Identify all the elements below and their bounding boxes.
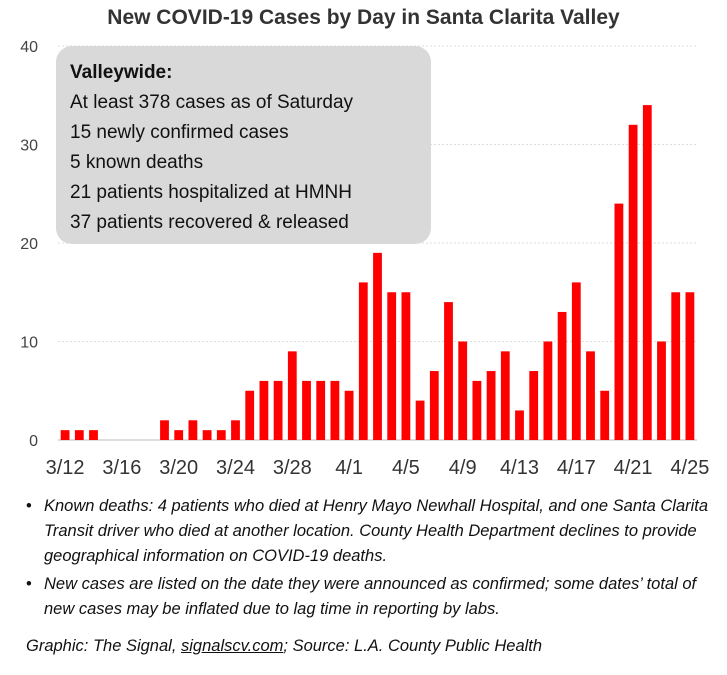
bar-4-10 <box>472 380 482 440</box>
y-tick-label: 0 <box>29 433 38 450</box>
bar-3-20 <box>174 430 184 440</box>
bar-4-21 <box>628 124 638 441</box>
x-tick-label: 3/16 <box>102 457 141 479</box>
signal-link[interactable]: signalscv.com <box>181 637 284 655</box>
chart-title: New COVID-19 Cases by Day in Santa Clari… <box>107 6 620 29</box>
bar-4-22 <box>642 105 652 440</box>
bar-3-12 <box>60 430 70 440</box>
bar-4-19 <box>600 390 610 440</box>
x-tick-label: 4/21 <box>614 457 653 479</box>
credit-prefix: Graphic: The Signal, <box>26 637 181 655</box>
bar-3-24 <box>231 420 240 440</box>
x-tick-label: 3/28 <box>273 457 312 479</box>
bars <box>60 105 695 441</box>
summary-line: At least 378 cases as of Saturday <box>70 92 354 113</box>
bar-3-26 <box>259 380 269 440</box>
x-tick-label: 4/9 <box>449 457 477 479</box>
summary-box: Valleywide: At least 378 cases as of Sat… <box>56 46 431 244</box>
bar-3-30 <box>316 380 326 440</box>
footnote: Known deaths: 4 patients who died at Hen… <box>26 494 716 569</box>
x-tick-label: 3/24 <box>216 457 255 479</box>
bar-3-29 <box>302 380 311 440</box>
bar-4-23 <box>657 341 666 440</box>
x-axis-ticks: 3/12 3/16 3/20 3/24 3/28 4/1 4/5 4/9 4/13 4/17 4/2… <box>46 457 710 479</box>
bar-4-9 <box>458 341 468 440</box>
x-tick-label: 4/25 <box>670 457 709 479</box>
x-tick-label: 4/5 <box>392 457 420 479</box>
y-tick-label: 30 <box>20 138 38 155</box>
source-credit: Graphic: The Signal, signalscv.com; Sour… <box>26 637 542 656</box>
bar-3-27 <box>273 380 283 440</box>
bar-3-14 <box>89 430 98 440</box>
bar-4-18 <box>586 351 595 440</box>
bar-4-1 <box>344 390 354 440</box>
bar-4-4 <box>387 292 397 440</box>
footnote: New cases are listed on the date they we… <box>26 572 716 622</box>
bar-3-22 <box>202 430 212 440</box>
bar-3-28 <box>287 351 297 440</box>
bar-4-13 <box>515 410 524 440</box>
bar-4-6 <box>415 400 425 440</box>
x-tick-label: 4/17 <box>557 457 596 479</box>
bar-4-8 <box>444 302 453 440</box>
bar-4-14 <box>529 371 539 440</box>
credit-suffix: ; Source: L.A. County Public Health <box>283 637 543 655</box>
summary-line: 15 newly confirmed cases <box>70 122 289 143</box>
bar-4-17 <box>571 282 581 440</box>
bar-4-24 <box>671 292 681 440</box>
bar-4-16 <box>557 311 567 440</box>
y-axis-ticks: 0 10 20 30 40 <box>20 39 38 450</box>
summary-line: 5 known deaths <box>70 152 204 173</box>
summary-line: 37 patients recovered & released <box>70 212 349 233</box>
bar-3-23 <box>216 430 226 440</box>
x-tick-label: 3/12 <box>46 457 85 479</box>
bar-4-5 <box>401 292 411 440</box>
bar-4-20 <box>614 203 624 440</box>
bar-3-25 <box>245 390 255 440</box>
summary-heading: Valleywide: <box>70 62 173 83</box>
bar-4-12 <box>500 351 510 440</box>
bar-4-11 <box>486 371 496 440</box>
footnotes: Known deaths: 4 patients who died at Hen… <box>26 494 716 625</box>
bar-4-2 <box>358 282 368 440</box>
summary-line: 21 patients hospitalized at HMNH <box>70 182 352 203</box>
bar-3-13 <box>74 430 84 440</box>
bar-4-7 <box>429 371 439 440</box>
bar-chart: 0 10 20 30 40 3/12 3/16 3/20 3/24 3/28 4/1 4/5 4/9 4… <box>20 39 710 479</box>
bar-3-21 <box>188 420 198 440</box>
x-tick-label: 4/13 <box>500 457 539 479</box>
bar-3-19 <box>160 420 169 440</box>
y-tick-label: 40 <box>20 39 38 56</box>
y-tick-label: 10 <box>20 335 38 352</box>
bar-4-3 <box>373 252 382 440</box>
bar-4-25 <box>685 292 695 440</box>
x-tick-label: 3/20 <box>159 457 198 479</box>
y-tick-label: 20 <box>20 236 38 253</box>
bar-3-31 <box>330 380 340 440</box>
x-tick-label: 4/1 <box>335 457 363 479</box>
bar-4-15 <box>543 341 553 440</box>
